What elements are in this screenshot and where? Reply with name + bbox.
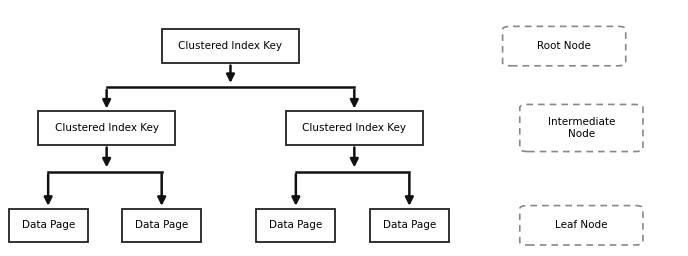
Text: Data Page: Data Page <box>135 220 189 230</box>
FancyBboxPatch shape <box>370 209 449 242</box>
Text: Data Page: Data Page <box>383 220 436 230</box>
FancyBboxPatch shape <box>122 209 201 242</box>
Text: Data Page: Data Page <box>21 220 75 230</box>
FancyBboxPatch shape <box>38 111 175 145</box>
Text: Intermediate
Node: Intermediate Node <box>548 117 615 139</box>
FancyBboxPatch shape <box>9 209 88 242</box>
FancyBboxPatch shape <box>286 111 423 145</box>
FancyBboxPatch shape <box>502 26 626 66</box>
FancyBboxPatch shape <box>520 104 643 152</box>
Text: Leaf Node: Leaf Node <box>555 220 608 230</box>
Text: Data Page: Data Page <box>269 220 323 230</box>
Text: Root Node: Root Node <box>537 41 591 51</box>
FancyBboxPatch shape <box>162 29 299 63</box>
FancyBboxPatch shape <box>256 209 335 242</box>
Text: Clustered Index Key: Clustered Index Key <box>178 41 283 51</box>
Text: Clustered Index Key: Clustered Index Key <box>54 123 159 133</box>
Text: Clustered Index Key: Clustered Index Key <box>302 123 407 133</box>
FancyBboxPatch shape <box>520 206 643 245</box>
